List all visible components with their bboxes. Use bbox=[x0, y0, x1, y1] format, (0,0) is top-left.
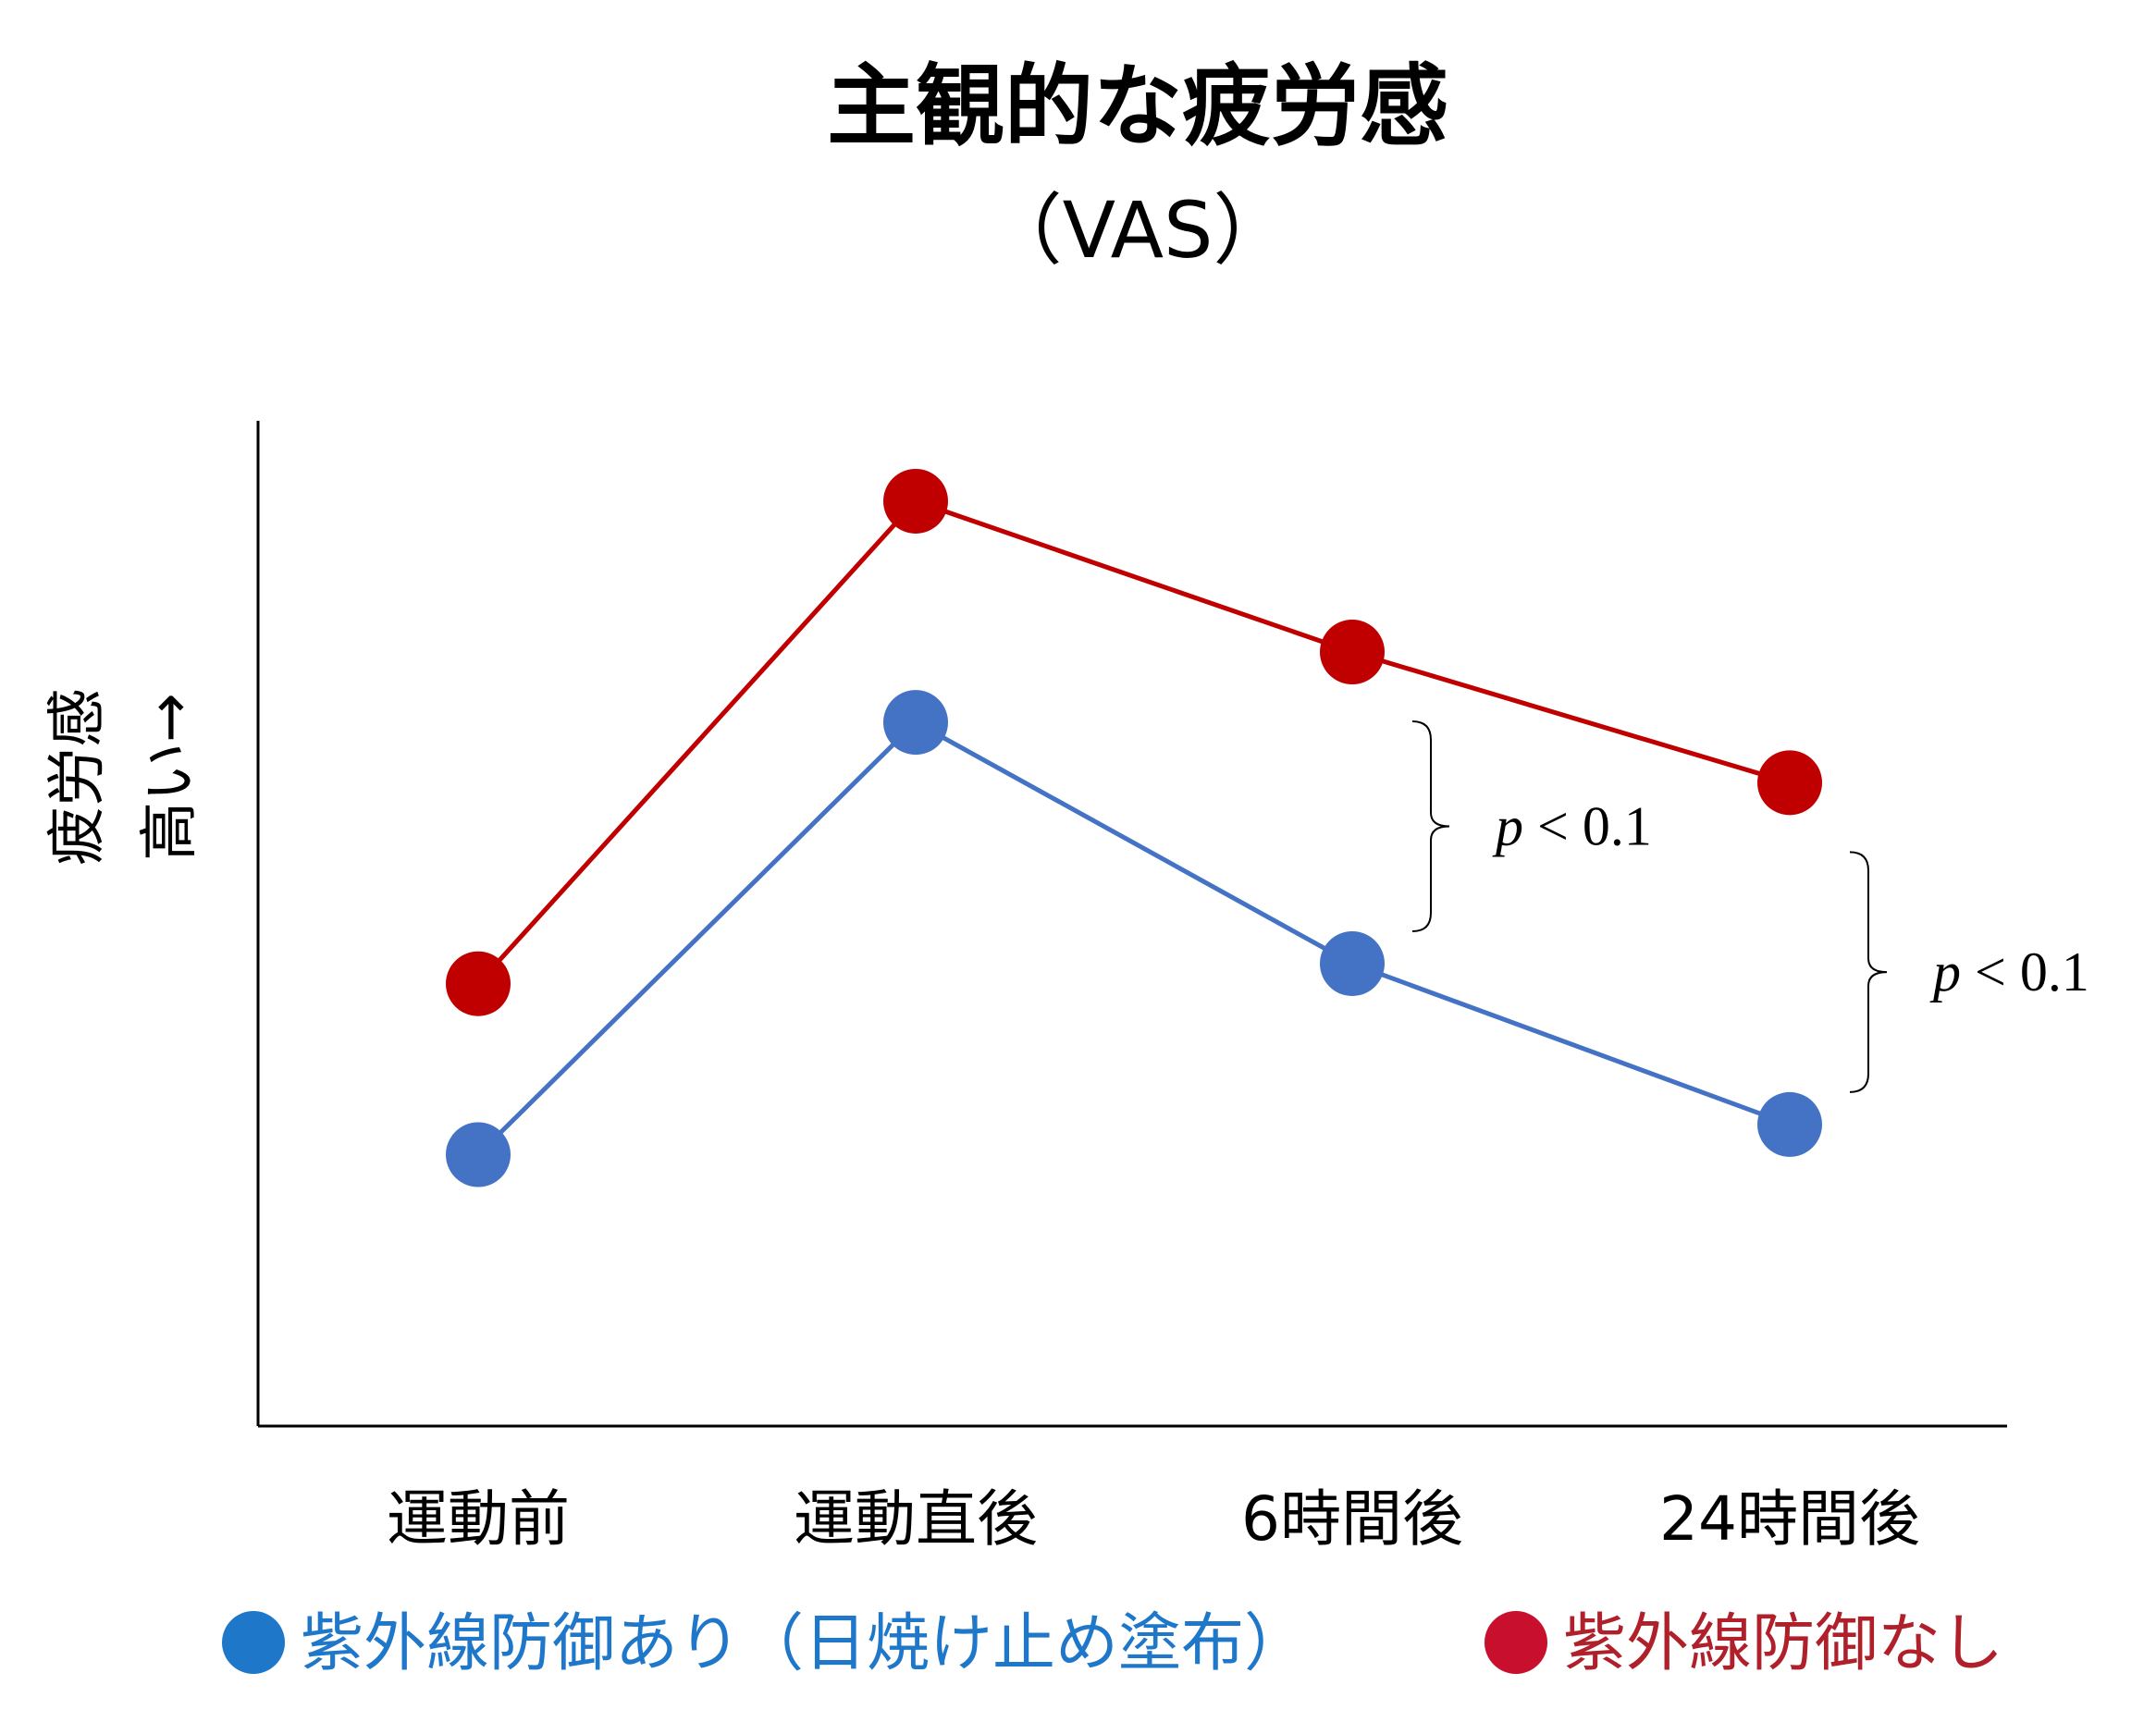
significance-bracket bbox=[1411, 720, 1450, 932]
x-tick-label: 運動前 bbox=[387, 1483, 570, 1555]
series-1 bbox=[446, 690, 1822, 1187]
data-point bbox=[1757, 1091, 1822, 1157]
data-point bbox=[1757, 750, 1822, 816]
x-tick-label: 運動直後 bbox=[794, 1483, 1038, 1555]
data-point bbox=[1320, 930, 1385, 996]
x-tick-label: 24時間後 bbox=[1659, 1483, 1920, 1555]
significance-label: p < 0.1 bbox=[1929, 941, 2089, 1002]
legend-label: 紫外線防御なし bbox=[1563, 1607, 2003, 1680]
data-point bbox=[446, 1122, 511, 1187]
chart-subtitle: （VAS） bbox=[985, 185, 1291, 276]
series-2 bbox=[446, 468, 1822, 1016]
series-line bbox=[476, 498, 1791, 986]
significance-label: p < 0.1 bbox=[1492, 795, 1652, 856]
data-point bbox=[1320, 620, 1385, 685]
series-line bbox=[476, 720, 1791, 1157]
legend-item: 紫外線防御あり（日焼け止め塗布） bbox=[222, 1607, 1307, 1680]
legend-label: 紫外線防御あり（日焼け止め塗布） bbox=[301, 1607, 1307, 1680]
legend-marker bbox=[222, 1611, 285, 1674]
significance-bracket bbox=[1849, 851, 1888, 1093]
chart-title: 主観的な疲労感 bbox=[827, 55, 1448, 158]
series-layer bbox=[446, 468, 1822, 1187]
legend: 紫外線防御あり（日焼け止め塗布） 紫外線防御なし bbox=[222, 1607, 2003, 1680]
y-axis-label: 疲労感 高い→ bbox=[43, 688, 204, 866]
legend-marker bbox=[1485, 1611, 1547, 1674]
x-tick-label: 6時間後 bbox=[1241, 1483, 1463, 1555]
data-point bbox=[446, 951, 511, 1016]
data-point bbox=[883, 468, 948, 534]
y-axis-label-line2: 高い→ bbox=[136, 693, 204, 861]
legend-item: 紫外線防御なし bbox=[1485, 1607, 2003, 1680]
x-tick-labels: 運動前 運動直後 6時間後 24時間後 bbox=[387, 1483, 1920, 1555]
data-point bbox=[883, 690, 948, 756]
annotations: p < 0.1 p < 0.1 bbox=[1411, 720, 2089, 1093]
y-axis-label-line1: 疲労感 bbox=[43, 688, 112, 866]
